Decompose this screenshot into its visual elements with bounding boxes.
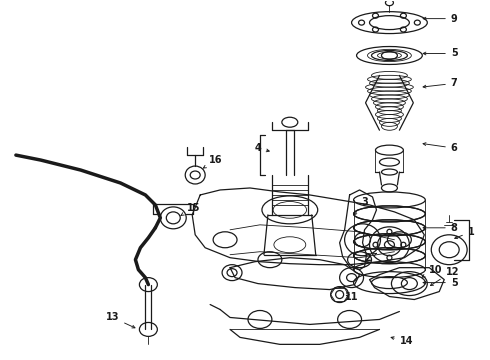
Text: 5: 5 [423, 278, 458, 288]
Text: 13: 13 [106, 312, 135, 328]
Text: 12: 12 [431, 267, 459, 285]
Text: 15: 15 [181, 203, 200, 215]
Text: 6: 6 [423, 143, 458, 153]
Text: 4: 4 [255, 143, 269, 153]
Text: 10: 10 [422, 265, 442, 277]
Text: 2: 2 [364, 253, 376, 263]
Text: 5: 5 [423, 49, 458, 58]
Text: 14: 14 [391, 336, 413, 346]
Text: 11: 11 [345, 292, 358, 302]
Text: 1: 1 [455, 227, 474, 239]
Text: 7: 7 [423, 78, 458, 88]
Text: 3: 3 [354, 197, 368, 215]
Text: 16: 16 [203, 155, 223, 168]
Text: 9: 9 [423, 14, 458, 24]
Text: 8: 8 [423, 223, 458, 233]
